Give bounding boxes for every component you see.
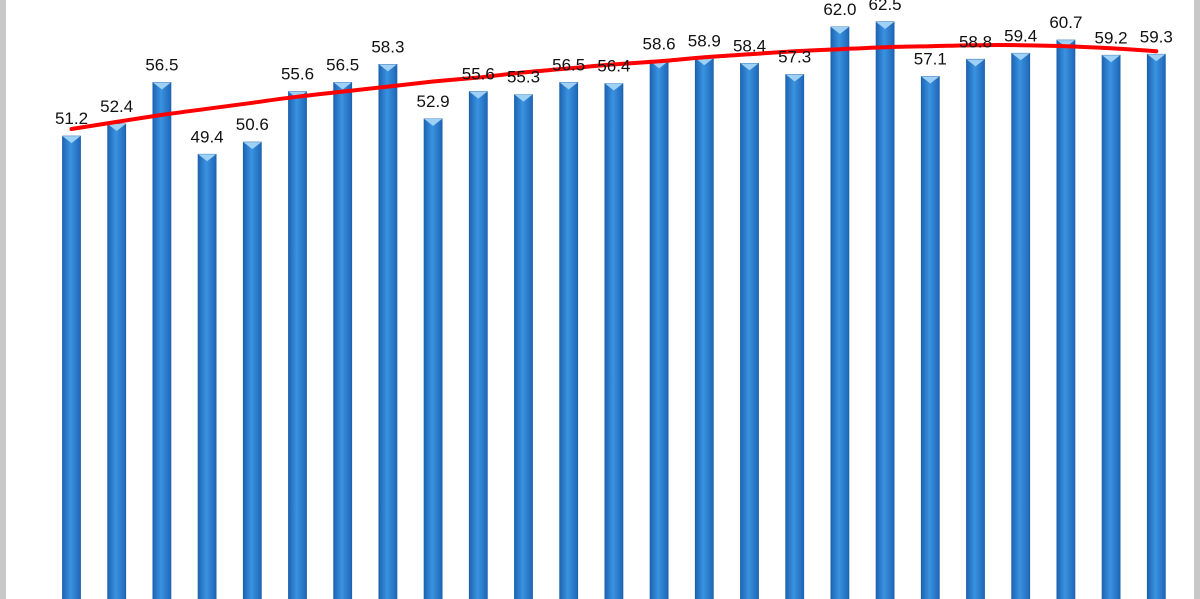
trendline-group [69, 43, 1159, 132]
bar [830, 26, 850, 599]
data-label: 57.1 [914, 50, 947, 69]
bar [694, 57, 714, 599]
bar-top-cap [469, 91, 488, 99]
bar [966, 58, 985, 599]
bar [423, 118, 443, 599]
bar-top-cap [62, 136, 81, 144]
data-label: 55.6 [462, 65, 495, 84]
bars-group [62, 21, 1166, 599]
bar [785, 74, 805, 599]
data-label: 52.4 [100, 97, 133, 116]
bar [875, 21, 895, 599]
data-label: 59.3 [1140, 27, 1173, 46]
bar-top-cap [876, 21, 895, 29]
data-label: 55.3 [507, 68, 540, 87]
bar [468, 91, 488, 599]
bar [333, 82, 353, 599]
bar-top-cap [243, 142, 262, 150]
data-label: 49.4 [191, 127, 224, 146]
bar [514, 94, 533, 599]
bar [1101, 54, 1121, 599]
data-label: 58.3 [371, 37, 404, 56]
data-label: 62.0 [823, 0, 856, 19]
bar [107, 123, 127, 599]
bar-top-cap [152, 82, 171, 90]
bar-top-cap [785, 74, 804, 82]
data-label: 55.6 [281, 65, 314, 84]
data-label: 58.6 [643, 34, 676, 53]
bar [242, 141, 262, 599]
bar-top-cap [107, 123, 126, 131]
bar [1011, 52, 1031, 599]
bar-top-cap [695, 58, 714, 66]
bar-top-cap [604, 83, 623, 91]
data-label: 51.2 [55, 109, 88, 128]
data-label: 56.5 [552, 56, 585, 75]
trendline [69, 43, 1159, 132]
data-labels-group: 51.2 52.4 56.5 49.4 50.6 55.6 56.5 58.3 52.9 55.6… [55, 0, 1173, 146]
bar [288, 91, 307, 599]
bar-top-cap [740, 63, 759, 71]
data-label: 56.5 [145, 56, 178, 75]
bar [378, 64, 398, 599]
bar [559, 82, 579, 599]
bar-top-cap [514, 94, 533, 102]
bar [649, 60, 669, 599]
bar [604, 83, 624, 599]
data-label: 58.8 [959, 32, 992, 51]
bar-top-cap [1056, 40, 1075, 48]
bar-top-cap [378, 64, 397, 72]
data-label: 62.5 [869, 0, 902, 14]
bar [740, 63, 759, 599]
data-label: 50.6 [236, 115, 269, 134]
data-label: 60.7 [1049, 13, 1082, 32]
bar-top-cap [830, 27, 849, 34]
bar-top-cap [333, 82, 352, 90]
bar [1146, 53, 1166, 599]
bar [920, 76, 940, 599]
bar [197, 153, 217, 599]
data-label: 59.2 [1095, 28, 1128, 47]
bar [152, 82, 172, 599]
bar-top-cap [424, 118, 443, 126]
bar-top-cap [1147, 54, 1166, 62]
data-label: 59.4 [1004, 26, 1037, 45]
bar-top-cap [1011, 53, 1030, 61]
bar [1056, 39, 1076, 599]
bar [62, 135, 81, 599]
data-label: 52.9 [417, 92, 450, 111]
data-label: 56.5 [326, 56, 359, 75]
bar-top-cap [559, 82, 578, 90]
data-label: 58.4 [733, 36, 766, 55]
bar-top-cap [966, 59, 985, 67]
bar-top-cap [198, 154, 217, 162]
data-label: 57.3 [778, 48, 811, 67]
bar-top-cap [921, 76, 940, 84]
data-label: 56.4 [597, 57, 630, 76]
data-label: 58.9 [688, 31, 721, 50]
bar-top-cap [1102, 55, 1121, 63]
